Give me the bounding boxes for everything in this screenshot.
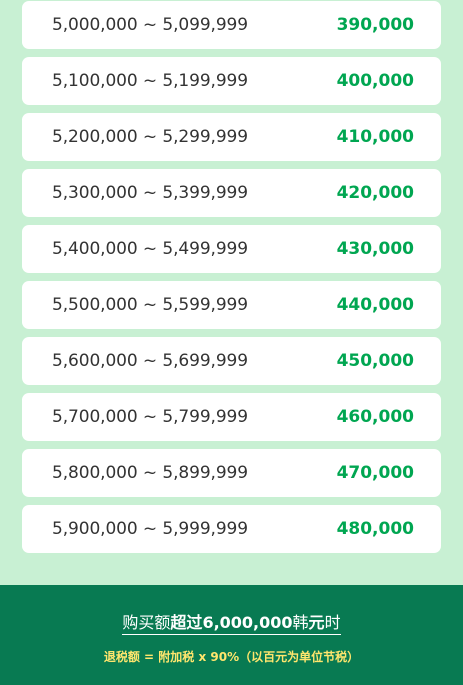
- over-limit-title-line: 购买额超过6,000,000韩元时: [122, 613, 341, 635]
- purchase-range: 5,700,000 ~ 5,799,999: [52, 407, 248, 427]
- purchase-range: 5,100,000 ~ 5,199,999: [52, 71, 248, 91]
- purchase-range: 5,200,000 ~ 5,299,999: [52, 127, 248, 147]
- table-row: 5,700,000 ~ 5,799,999 460,000: [22, 393, 441, 441]
- purchase-range: 5,000,000 ~ 5,099,999: [52, 15, 248, 35]
- refund-amount: 460,000: [336, 407, 414, 427]
- table-row: 5,600,000 ~ 5,699,999 450,000: [22, 337, 441, 385]
- refund-amount: 400,000: [336, 71, 414, 91]
- refund-amount: 420,000: [336, 183, 414, 203]
- purchase-range: 5,300,000 ~ 5,399,999: [52, 183, 248, 203]
- purchase-range: 5,600,000 ~ 5,699,999: [52, 351, 248, 371]
- purchase-range: 5,900,000 ~ 5,999,999: [52, 519, 248, 539]
- table-row: 5,900,000 ~ 5,999,999 480,000: [22, 505, 441, 553]
- refund-amount: 440,000: [336, 295, 414, 315]
- refund-amount: 390,000: [336, 15, 414, 35]
- title-currency-prefix: 韩: [292, 613, 309, 632]
- table-row: 5,000,000 ~ 5,099,999 390,000: [22, 1, 441, 49]
- refund-amount: 470,000: [336, 463, 414, 483]
- refund-amount: 430,000: [336, 239, 414, 259]
- refund-amount: 480,000: [336, 519, 414, 539]
- purchase-range: 5,400,000 ~ 5,499,999: [52, 239, 248, 259]
- table-row: 5,300,000 ~ 5,399,999 420,000: [22, 169, 441, 217]
- refund-formula: 退税额 = 附加税 x 90%（以百元为单位节税）: [103, 650, 360, 664]
- title-prefix: 购买额: [122, 613, 171, 632]
- refund-amount: 450,000: [336, 351, 414, 371]
- table-row: 5,200,000 ~ 5,299,999 410,000: [22, 113, 441, 161]
- title-amount: 6,000,000: [202, 613, 293, 632]
- purchase-range: 5,800,000 ~ 5,899,999: [52, 463, 248, 483]
- over-limit-title: 购买额超过6,000,000韩元时: [0, 613, 463, 635]
- title-strong-exceed: 超过: [170, 613, 203, 632]
- table-row: 5,400,000 ~ 5,499,999 430,000: [22, 225, 441, 273]
- refund-amount: 410,000: [336, 127, 414, 147]
- table-row: 5,800,000 ~ 5,899,999 470,000: [22, 449, 441, 497]
- title-suffix: 时: [324, 613, 341, 632]
- table-row: 5,500,000 ~ 5,599,999 440,000: [22, 281, 441, 329]
- title-currency-unit: 元: [308, 613, 325, 632]
- purchase-range: 5,500,000 ~ 5,599,999: [52, 295, 248, 315]
- refund-table: 5,000,000 ~ 5,099,999 390,000 5,100,000 …: [22, 1, 441, 553]
- over-limit-footer: 购买额超过6,000,000韩元时 退税额 = 附加税 x 90%（以百元为单位…: [0, 585, 463, 685]
- table-row: 5,100,000 ~ 5,199,999 400,000: [22, 57, 441, 105]
